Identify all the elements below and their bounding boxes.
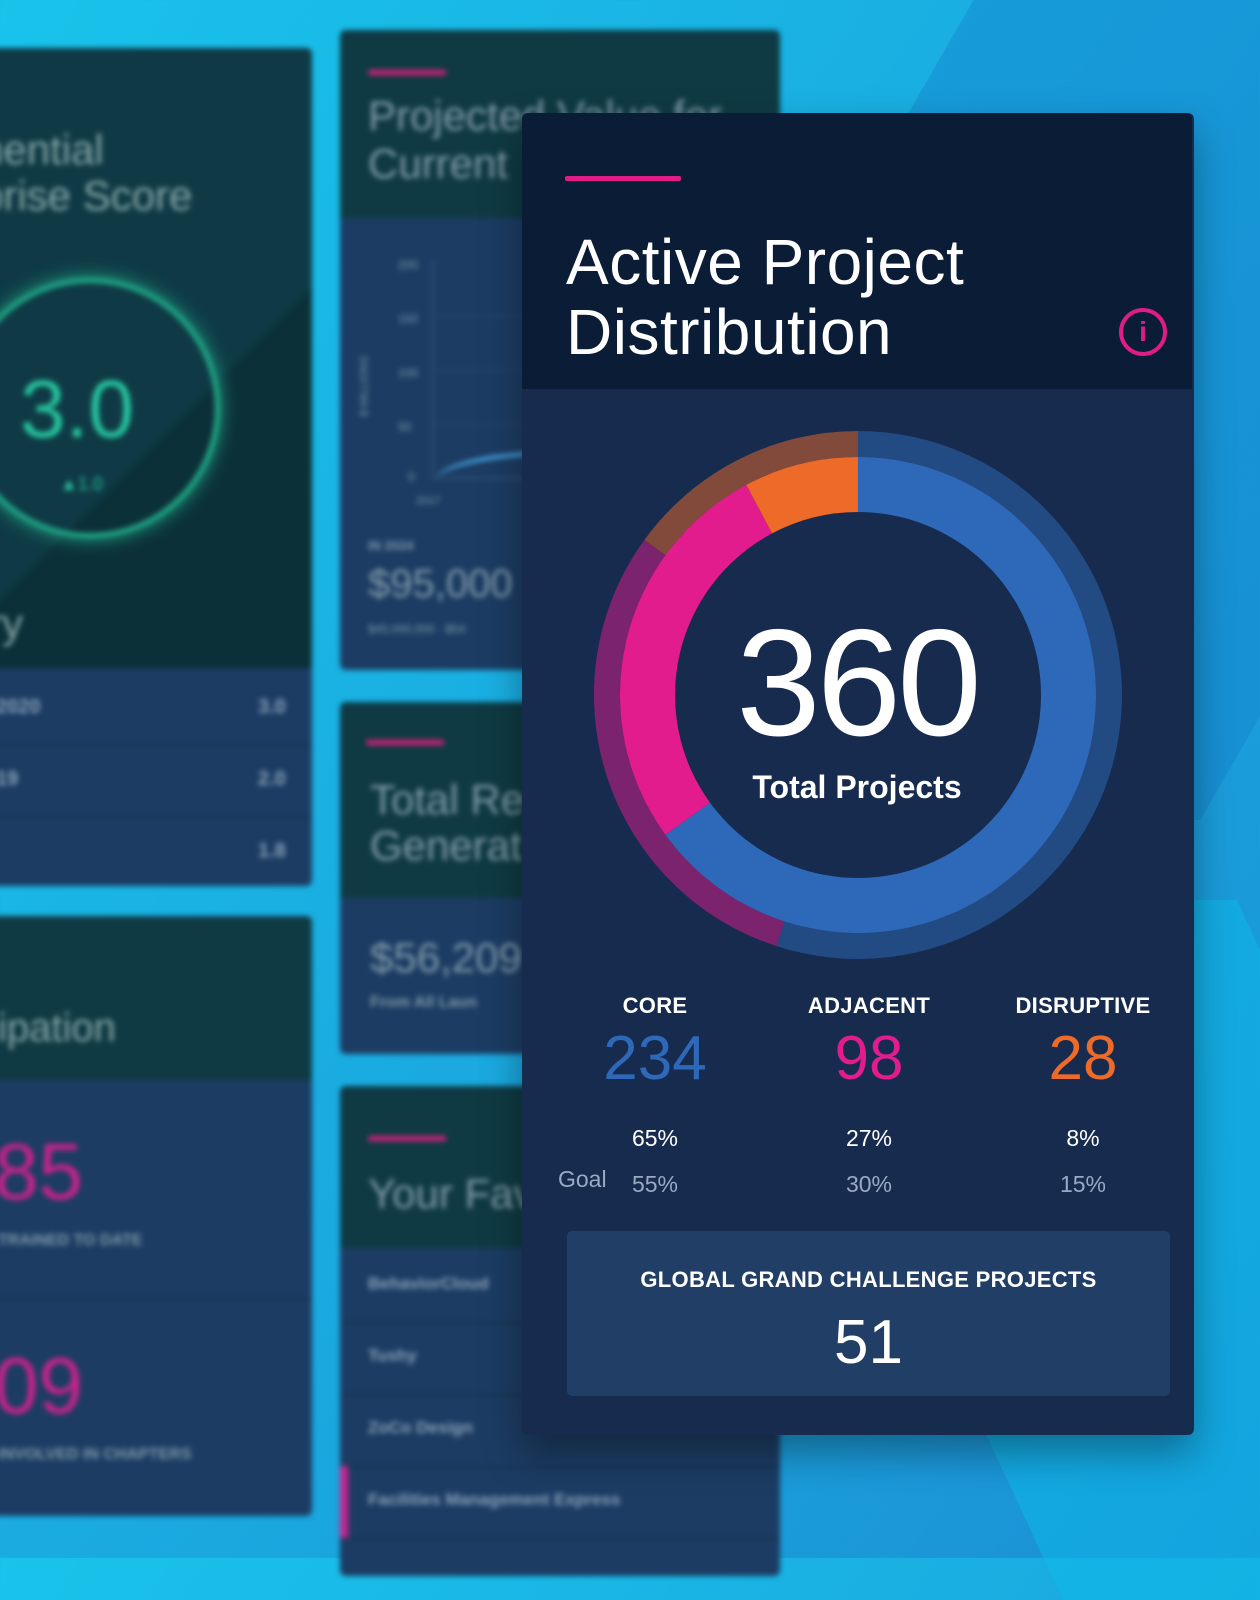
info-icon[interactable]: i [1119,308,1167,356]
kpi-label: IN 2024 [368,538,414,553]
category-percent: 27% [845,1125,893,1151]
category-percent: 8% [1066,1125,1100,1151]
score-card: nential prise Score 3.0 ▲1.0 ry 20203.0 … [0,48,312,886]
donut-goal-slice-adjacent [593,539,785,947]
donut-chart [593,431,1122,959]
participation-stat1: 85 [0,1127,83,1216]
projected-value-title-line2: Current [368,140,509,187]
donut-goal-slice-disruptive [644,431,858,556]
favorite-name: Tushy [368,1346,417,1365]
participation-card: ipation 85 TRAINED TO DATE 09 INVOLVED I… [0,916,312,1516]
donut-slice-disruptive [746,457,858,534]
participation-stat2: 09 [0,1341,83,1430]
favorite-name: Facilities Management Express [368,1490,621,1509]
score-delta: ▲1.0 [60,474,103,494]
participation-stat2-label: INVOLVED IN CHAPTERS [0,1446,192,1463]
y-axis-label: $ MILLIONS [358,355,371,417]
favorites-title: Your Fav [368,1170,535,1217]
accent-line [368,70,446,75]
participation-stat1-label: TRAINED TO DATE [0,1232,143,1249]
row-value: 2.0 [258,768,286,790]
row-value: 3.0 [258,696,286,718]
table-row: 2020 3.0 [0,672,312,746]
total-projects-label: Total Projects [752,769,962,805]
y-tick: 0 [408,470,415,484]
kpi-sub: $45,000,000 · $54 [368,622,466,636]
total-revenue-title-line2: Generat [370,822,522,869]
category-count: 28 [1048,1024,1118,1093]
x-tick: 2017 [416,495,441,507]
kpi-value: $95,000 [368,562,513,606]
card-title-line2: Distribution [566,296,893,368]
total-revenue-value: $56,209 [370,934,522,981]
list-item: ZoCo Design [340,1394,780,1468]
category-goal: 55% [631,1171,679,1197]
ggc-value: 51 [834,1308,903,1377]
ggc-title: GLOBAL GRAND CHALLENGE PROJECTS [640,1267,1097,1292]
score-value: 3.0 [20,364,134,455]
goal-label: Goal [558,1166,607,1192]
category-label: DISRUPTIVE [1015,993,1151,1018]
y-tick: 200 [398,258,419,272]
favorite-name: BehaviorCloud [368,1274,489,1293]
donut-slice-adjacent [620,484,773,835]
category-count: 234 [603,1024,707,1093]
score-ring [0,278,220,538]
y-tick: 100 [398,366,419,380]
accent-line [565,176,681,181]
y-tick: 150 [398,312,419,326]
card-title-line1: Active Project [566,226,965,298]
category-label: ADJACENT [807,993,931,1018]
row-label: 2020 [0,696,41,718]
score-card-subtitle: ry [0,600,23,647]
table-row: 19 2.0 [0,744,312,818]
participation-title: ipation [0,1006,116,1050]
total-projects-value: 360 [736,598,982,768]
category-count: 98 [834,1024,904,1093]
category-goal: 30% [845,1171,893,1197]
category-label: CORE [622,993,688,1018]
card-title: Active Project Distribution [566,227,964,367]
active-project-distribution-card: Active Project Distribution i 360 Total … [522,113,1194,1435]
accent-line [366,740,444,745]
score-card-title-line1: nential [0,126,104,173]
y-tick: 50 [398,420,412,434]
category-goal: 15% [1059,1171,1107,1197]
category-percent: 65% [631,1125,679,1151]
list-item: Facilities Management Express [340,1466,780,1540]
favorite-name: ZoCo Design [368,1418,473,1437]
table-row: 1.8 [0,816,312,886]
total-revenue-sub: From All Laun [370,994,477,1011]
total-revenue-title-line1: Total Re [370,776,525,823]
accent-line [368,1136,446,1141]
row-value: 1.8 [258,840,286,862]
global-grand-challenge-box: GLOBAL GRAND CHALLENGE PROJECTS 51 [567,1231,1170,1396]
row-label: 19 [0,768,19,790]
card-header: Active Project Distribution i [522,113,1192,389]
score-card-title-line2: prise Score [0,172,193,219]
